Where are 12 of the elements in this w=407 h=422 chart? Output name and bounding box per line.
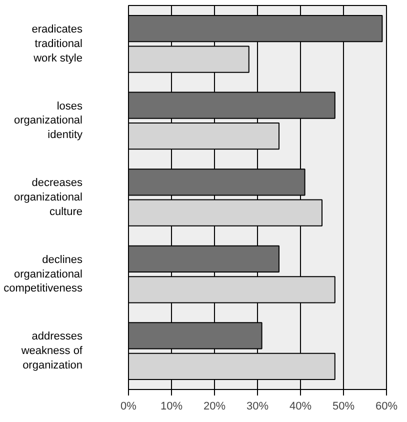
x-tick-label: 30% — [246, 400, 269, 412]
x-tick-label: 0% — [120, 400, 137, 412]
x-tick-label: 20% — [203, 400, 226, 412]
y-tick-label: loses organizational identity — [14, 100, 83, 142]
y-tick-label: eradicates traditional work style — [32, 24, 83, 64]
x-tick-label: 50% — [332, 400, 355, 412]
y-tick-label: addresses weakness of organization — [20, 330, 84, 372]
y-tick-label: decreases organizational culture — [14, 177, 83, 218]
x-tick-label: 60% — [375, 400, 398, 412]
x-tick-label: 10% — [160, 400, 183, 412]
x-tick-label: 40% — [289, 400, 312, 412]
y-tick-label: declines organizational competitiveness — [4, 254, 83, 295]
